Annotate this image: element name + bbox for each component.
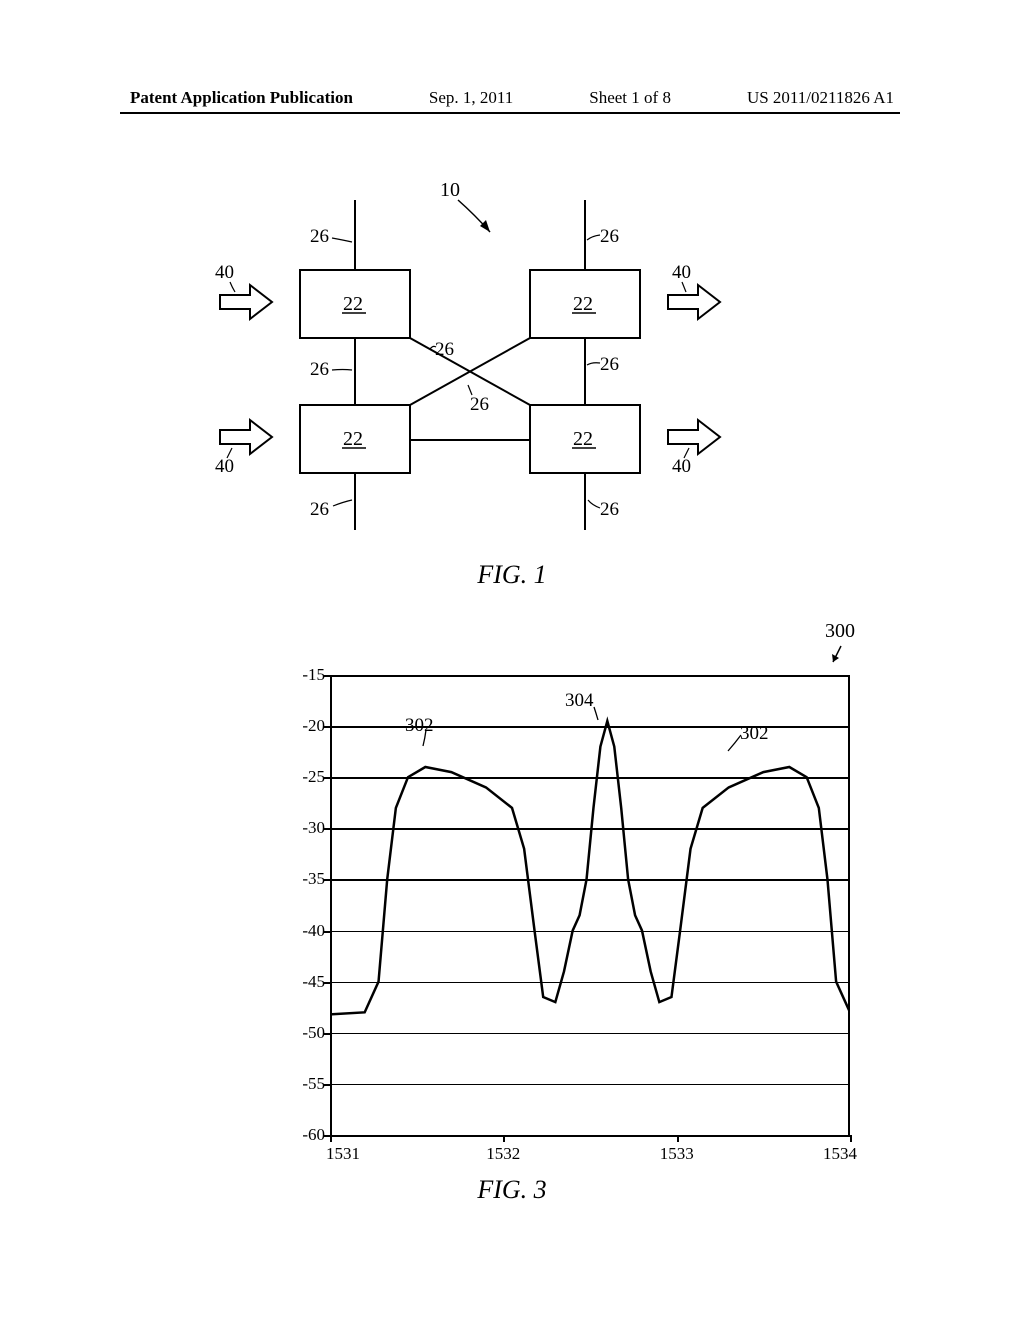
y-tick: -35 [302,869,325,889]
svg-text:40: 40 [672,262,691,283]
x-tick: 1533 [660,1144,694,1164]
svg-text:26: 26 [600,226,619,247]
header-left: Patent Application Publication [130,88,353,108]
svg-text:26: 26 [435,339,454,360]
x-tick: 1531 [326,1144,360,1164]
x-tick-mark [677,1135,679,1142]
y-tick: -60 [302,1125,325,1145]
ref-302-left-leader [420,728,438,750]
svg-text:26: 26 [310,226,329,247]
figure-3: 300 -15 -20 -25 -30 -35 -40 -45 -50 -55 … [295,620,875,1180]
header-date: Sep. 1, 2011 [429,88,513,108]
x-axis [330,1135,850,1137]
figure-1: 22 22 22 22 10 [180,160,740,580]
x-tick-mark [850,1135,852,1142]
svg-text:40: 40 [215,262,234,283]
header-pubno: US 2011/0211826 A1 [747,88,894,108]
ref-300: 300 [825,620,855,643]
chart-curve [330,675,850,1135]
ref-302-right-leader [725,733,745,755]
svg-text:26: 26 [600,499,619,520]
x-tick-mark [503,1135,505,1142]
y-tick: -40 [302,921,325,941]
fig1-svg: 22 22 22 22 10 [180,160,740,580]
y-tick: -30 [302,818,325,838]
svg-text:26: 26 [310,359,329,380]
svg-text:22: 22 [573,428,593,450]
y-tick: -45 [302,972,325,992]
y-tick-mark [323,777,330,779]
x-tick: 1534 [823,1144,857,1164]
svg-text:22: 22 [343,293,363,315]
header-rule [120,112,900,114]
svg-text:26: 26 [600,354,619,375]
fig1-caption: FIG. 1 [0,560,1024,590]
svg-text:22: 22 [573,293,593,315]
fig3-caption: FIG. 3 [0,1175,1024,1205]
ref-300-arrow [829,644,847,668]
x-tick-mark [330,1135,332,1142]
svg-text:22: 22 [343,428,363,450]
svg-text:26: 26 [310,499,329,520]
y-tick: -15 [302,665,325,685]
y-tick-mark [323,675,330,677]
svg-text:40: 40 [215,456,234,477]
y-tick: -20 [302,716,325,736]
y-tick-mark [323,982,330,984]
y-tick-mark [323,1084,330,1086]
y-tick-mark [323,1135,330,1137]
y-tick-mark [323,726,330,728]
svg-text:40: 40 [672,456,691,477]
y-tick: -25 [302,767,325,787]
svg-text:26: 26 [470,394,489,415]
x-tick: 1532 [486,1144,520,1164]
patent-header: Patent Application Publication Sep. 1, 2… [0,88,1024,108]
header-sheet: Sheet 1 of 8 [589,88,671,108]
y-tick: -55 [302,1074,325,1094]
y-tick-mark [323,931,330,933]
ref-304-leader [590,705,604,723]
y-tick-mark [323,1033,330,1035]
y-tick-mark [323,879,330,881]
y-tick-mark [323,828,330,830]
svg-text:10: 10 [440,179,460,201]
y-tick: -50 [302,1023,325,1043]
